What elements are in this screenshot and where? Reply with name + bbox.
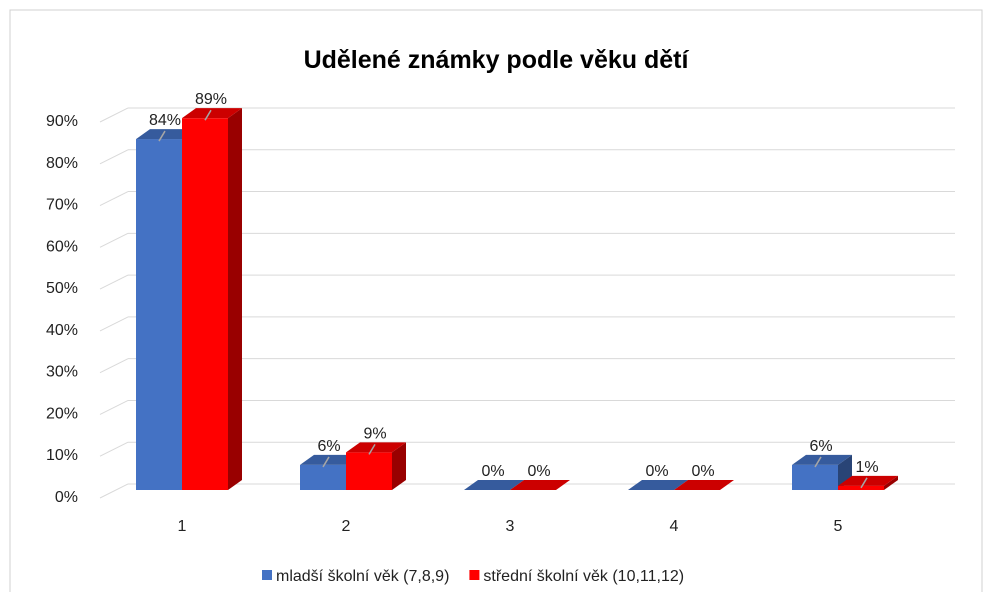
bar-top bbox=[674, 480, 734, 490]
bar bbox=[346, 442, 406, 490]
label-leader bbox=[158, 130, 166, 142]
bar-front bbox=[838, 485, 884, 490]
legend-label: střední školní věk (10,11,12) bbox=[483, 568, 684, 585]
value-label: 6% bbox=[317, 438, 340, 455]
value-label: 0% bbox=[691, 463, 714, 480]
bar-front bbox=[182, 118, 228, 490]
label-leader bbox=[860, 477, 868, 489]
value-label: 89% bbox=[195, 91, 227, 108]
x-tick-label: 1 bbox=[178, 518, 187, 535]
grid-line-side bbox=[99, 399, 129, 415]
y-tick-label: 50% bbox=[46, 280, 78, 297]
y-tick-label: 20% bbox=[46, 405, 78, 422]
value-label: 1% bbox=[855, 459, 878, 476]
y-tick-label: 0% bbox=[55, 489, 78, 506]
bar-front bbox=[300, 464, 346, 490]
bar-top bbox=[300, 454, 360, 465]
label-leader bbox=[322, 456, 330, 468]
grid-line-side bbox=[99, 149, 129, 165]
grid-line-side bbox=[99, 232, 129, 248]
chart-title: Udělené známky podle věku dětí bbox=[304, 46, 690, 74]
bar-top bbox=[792, 454, 852, 465]
value-label: 0% bbox=[645, 463, 668, 480]
value-label: 6% bbox=[809, 438, 832, 455]
bar-top bbox=[838, 475, 898, 486]
bar-front bbox=[136, 139, 182, 491]
value-label: 9% bbox=[363, 425, 386, 442]
bar-front bbox=[792, 464, 838, 490]
grid-line-side bbox=[99, 316, 129, 332]
bar bbox=[838, 475, 898, 490]
bar-top bbox=[628, 480, 688, 490]
grid-line-side bbox=[99, 191, 129, 207]
y-tick-label: 10% bbox=[46, 447, 78, 464]
grid-line-side bbox=[99, 358, 129, 374]
bar bbox=[628, 480, 688, 490]
bar-side bbox=[884, 475, 898, 490]
y-tick-label: 60% bbox=[46, 238, 78, 255]
bar-front bbox=[346, 452, 392, 490]
grid-line-side bbox=[99, 107, 129, 123]
bar-top bbox=[510, 480, 570, 490]
y-tick-label: 30% bbox=[46, 364, 78, 381]
grid-line-side bbox=[99, 441, 129, 457]
bar-top bbox=[136, 129, 196, 140]
label-leader bbox=[814, 456, 822, 468]
value-label: 84% bbox=[149, 112, 181, 129]
value-label: 0% bbox=[481, 463, 504, 480]
bar-top bbox=[346, 442, 406, 453]
x-tick-label: 4 bbox=[670, 518, 679, 535]
y-tick-label: 90% bbox=[46, 113, 78, 130]
bar-top bbox=[464, 480, 524, 490]
bar bbox=[674, 480, 734, 490]
grid-line-side bbox=[99, 483, 129, 499]
x-tick-label: 2 bbox=[342, 518, 351, 535]
legend-label: mladší školní věk (7,8,9) bbox=[276, 568, 449, 585]
grid-line-side bbox=[99, 274, 129, 290]
value-label: 0% bbox=[527, 463, 550, 480]
x-tick-label: 5 bbox=[834, 518, 843, 535]
label-leader bbox=[204, 109, 212, 121]
bar-side bbox=[228, 108, 242, 490]
bar bbox=[464, 480, 524, 490]
legend-swatch bbox=[469, 570, 480, 580]
bar-side bbox=[392, 442, 406, 490]
legend-swatch bbox=[262, 570, 272, 580]
y-tick-label: 80% bbox=[46, 155, 78, 172]
bar bbox=[182, 108, 242, 490]
x-tick-label: 3 bbox=[506, 518, 515, 535]
label-leader bbox=[368, 444, 376, 455]
y-tick-label: 70% bbox=[46, 197, 78, 214]
y-tick-label: 40% bbox=[46, 322, 78, 339]
bar-top bbox=[182, 108, 242, 119]
bar bbox=[510, 480, 570, 490]
